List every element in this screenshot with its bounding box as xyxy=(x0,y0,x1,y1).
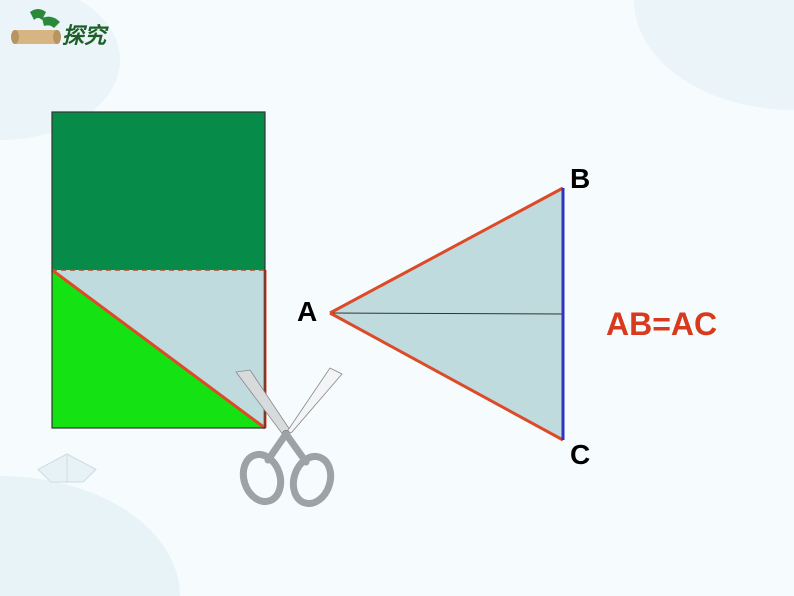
header-text: 探究 xyxy=(62,18,106,50)
vertex-label-a: A xyxy=(297,296,317,328)
equation-label: AB=AC xyxy=(606,306,717,343)
vertex-label-c: C xyxy=(570,439,590,471)
vertex-label-b: B xyxy=(570,163,590,195)
diagram-canvas xyxy=(0,0,794,596)
